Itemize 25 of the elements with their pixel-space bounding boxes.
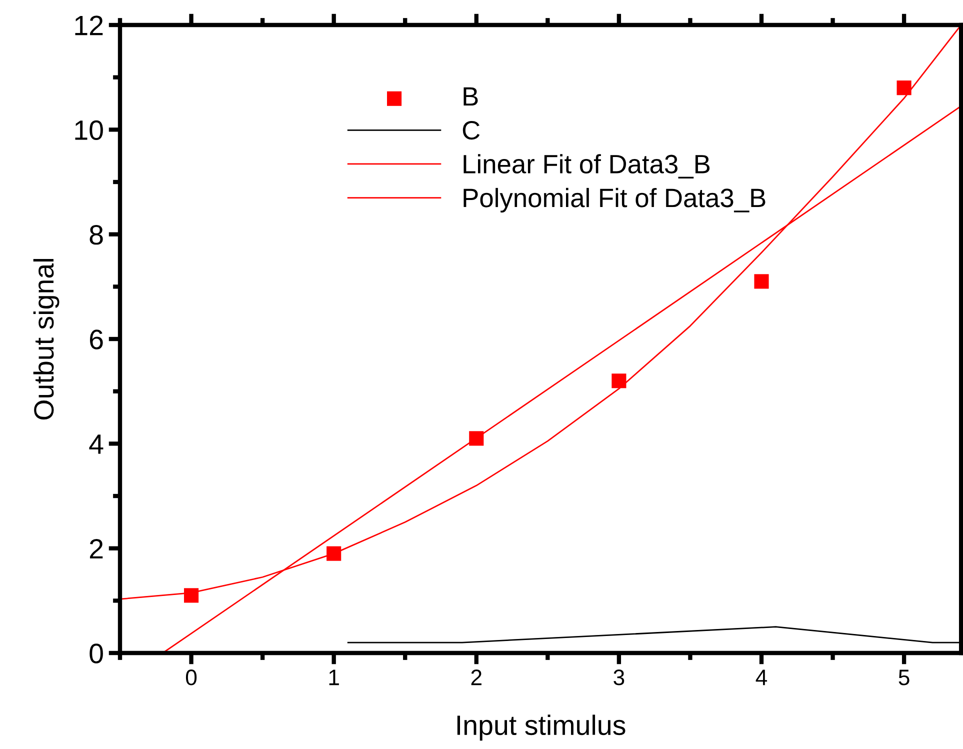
x-tick-label: 3 [614, 670, 624, 686]
x-tick-label: 5 [898, 670, 910, 686]
x-axis-title: Input stimulus [457, 714, 626, 741]
x-tick-label: 0 [186, 670, 197, 686]
y-tick-label: 10 [75, 120, 103, 140]
y-tick-label: 12 [75, 16, 103, 36]
y-tick-label: 0 [90, 644, 103, 664]
point [896, 80, 912, 96]
x-tick-label: 4 [756, 670, 768, 686]
legend-label: C [462, 120, 480, 140]
legend-label: Linear Fit of Data3_B [464, 154, 710, 178]
y-tick-label: 8 [90, 225, 103, 245]
point [469, 431, 484, 446]
legend-label: Polynomial Fit of Data3_B [464, 188, 766, 213]
point [612, 374, 626, 388]
y-tick-label: 2 [90, 539, 103, 558]
x-tick-label: 1 [329, 670, 339, 686]
point [326, 546, 342, 561]
point [754, 274, 769, 289]
y-axis-title: Outbut signal [33, 259, 60, 420]
point [184, 588, 199, 603]
y-tick-label: 4 [89, 434, 104, 454]
x-tick-label: 2 [471, 670, 482, 686]
y-tick-label: 6 [90, 330, 103, 350]
legend-label: B [464, 87, 478, 106]
